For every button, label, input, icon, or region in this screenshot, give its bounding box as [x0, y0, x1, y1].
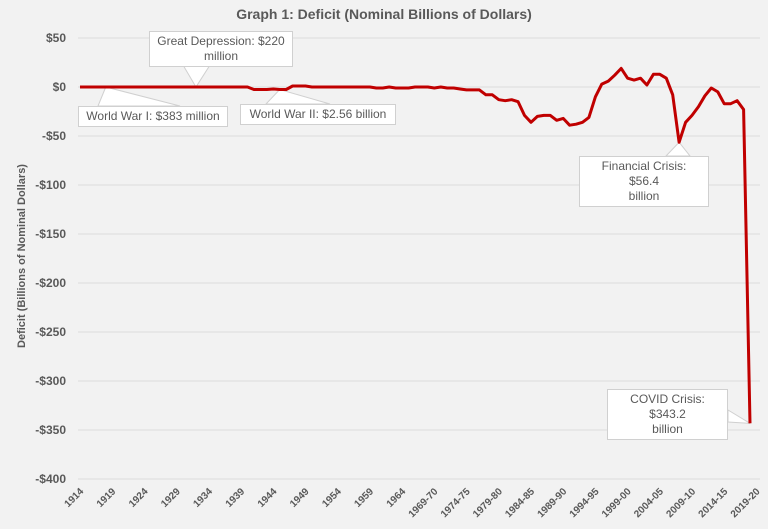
y-tick-label: -$150	[35, 227, 66, 241]
x-tick-label: 1924	[127, 486, 151, 510]
x-tick-label: 1934	[191, 486, 215, 510]
chart-title: Graph 1: Deficit (Nominal Billions of Do…	[236, 6, 532, 22]
y-tick-label: -$400	[35, 472, 66, 486]
x-tick-label: 2019-20	[729, 486, 763, 520]
annotation-leader	[182, 64, 211, 88]
x-tick-label: 1929	[159, 486, 183, 510]
y-tick-label: -$250	[35, 325, 66, 339]
y-tick-label: -$200	[35, 276, 66, 290]
annotation-text: Financial Crisis: $56.4	[601, 159, 687, 188]
x-tick-label: 1994-95	[568, 486, 602, 520]
annotation-leader	[97, 86, 181, 107]
x-tick-label: 1919	[95, 486, 119, 510]
annotation-covid-crisis: COVID Crisis: $343.2 billion	[607, 389, 728, 440]
x-tick-label: 1989-90	[536, 486, 570, 520]
annotation-text: Great Depression: $220	[157, 34, 285, 48]
x-tick-label: 1964	[385, 486, 409, 510]
annotation-text: million	[203, 49, 238, 63]
x-tick-label: 2004-05	[632, 486, 666, 520]
y-tick-label: -$350	[35, 423, 66, 437]
x-tick-label: 1949	[288, 486, 312, 510]
annotation-text: World War II: $2.56 billion	[249, 107, 387, 121]
y-tick-label: -$100	[35, 178, 66, 192]
x-tick-label: 1999-00	[600, 486, 634, 520]
annotation-text: COVID Crisis: $343.2	[630, 392, 705, 421]
x-tick-label: 1914	[63, 486, 87, 510]
y-tick-label: -$300	[35, 374, 66, 388]
annotation-great-depression: Great Depression: $220 million	[149, 31, 293, 67]
x-tick-label: 2014-15	[697, 486, 731, 520]
y-tick-label: $50	[46, 31, 66, 45]
y-tick-label: -$50	[42, 129, 66, 143]
annotation-world-war-2: World War II: $2.56 billion	[240, 104, 396, 125]
x-axis-ticks: 1914 1919 1924 1929 1934 1939 1944 1949 1954 1959…	[63, 486, 763, 520]
annotation-text: billion	[652, 422, 683, 436]
annotation-text: billion	[628, 189, 660, 203]
annotation-leader	[727, 409, 751, 424]
x-tick-label: 1954	[320, 486, 344, 510]
x-tick-label: 1974-75	[439, 486, 473, 520]
series-layer	[80, 66, 752, 424]
annotation-world-war-1: World War I: $383 million	[78, 106, 228, 127]
annotation-financial-crisis: Financial Crisis: $56.4 billion	[579, 156, 709, 207]
y-tick-label: $0	[53, 80, 67, 94]
x-tick-label: 1969-70	[407, 486, 441, 520]
annotation-leader	[264, 88, 331, 105]
y-axis-ticks: $50 $0 -$50 -$100 -$150 -$200 -$250 -$300 -$350 -…	[35, 31, 66, 486]
annotation-leader	[664, 141, 692, 157]
deficit-series-line	[80, 66, 752, 424]
annotation-text: World War I: $383 million	[86, 109, 220, 123]
x-tick-label: 2009-10	[664, 486, 698, 520]
x-tick-label: 1959	[353, 486, 377, 510]
x-tick-label: 1984-85	[503, 486, 537, 520]
x-tick-label: 1944	[256, 486, 280, 510]
x-tick-label: 1939	[224, 486, 248, 510]
x-tick-label: 1979-80	[471, 486, 505, 520]
